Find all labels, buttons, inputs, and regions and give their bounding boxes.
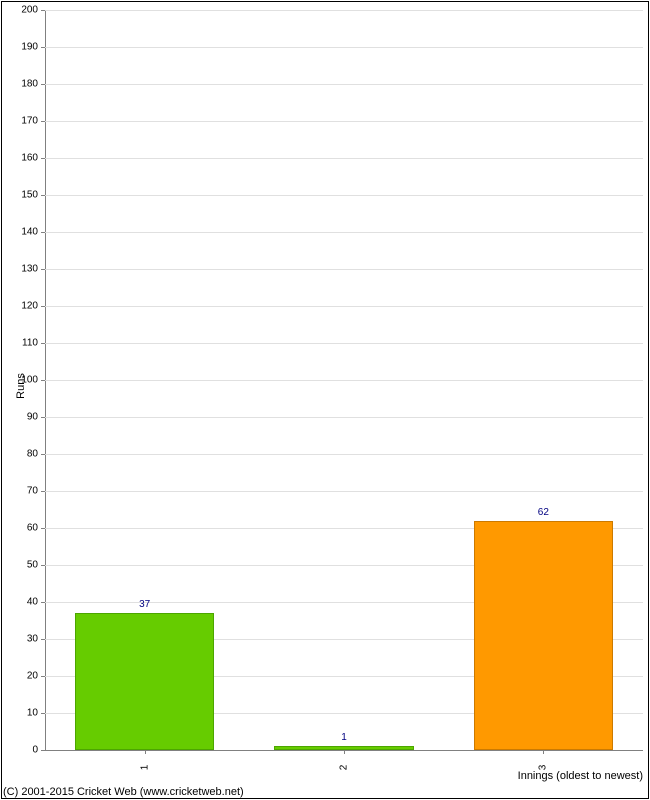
y-tick-mark — [41, 676, 45, 677]
x-tick-label: 2 — [339, 765, 350, 771]
bar-value-label: 62 — [538, 507, 549, 518]
y-tick-label: 130 — [0, 264, 38, 275]
y-tick-mark — [41, 158, 45, 159]
gridline — [45, 10, 643, 11]
y-tick-label: 60 — [0, 523, 38, 534]
bar — [474, 521, 614, 750]
gridline — [45, 84, 643, 85]
y-tick-label: 190 — [0, 42, 38, 53]
x-tick-label: 1 — [139, 765, 150, 771]
bar — [75, 613, 215, 750]
chart-container: 0102030405060708090100110120130140150160… — [0, 0, 650, 800]
y-tick-label: 120 — [0, 301, 38, 312]
y-tick-label: 200 — [0, 5, 38, 16]
y-tick-label: 170 — [0, 116, 38, 127]
y-tick-mark — [41, 121, 45, 122]
gridline — [45, 491, 643, 492]
bar-value-label: 1 — [341, 732, 347, 743]
y-tick-mark — [41, 306, 45, 307]
y-tick-mark — [41, 269, 45, 270]
y-tick-label: 180 — [0, 79, 38, 90]
bar-value-label: 37 — [139, 599, 150, 610]
x-axis-label: Innings (oldest to newest) — [518, 770, 643, 782]
gridline — [45, 454, 643, 455]
y-tick-mark — [41, 639, 45, 640]
y-tick-mark — [41, 232, 45, 233]
y-tick-mark — [41, 343, 45, 344]
y-tick-label: 20 — [0, 671, 38, 682]
gridline — [45, 47, 643, 48]
y-tick-label: 150 — [0, 190, 38, 201]
gridline — [45, 269, 643, 270]
gridline — [45, 380, 643, 381]
gridline — [45, 417, 643, 418]
y-tick-mark — [41, 713, 45, 714]
y-tick-label: 110 — [0, 338, 38, 349]
y-tick-mark — [41, 380, 45, 381]
y-tick-label: 0 — [0, 745, 38, 756]
y-tick-mark — [41, 565, 45, 566]
y-tick-mark — [41, 84, 45, 85]
y-tick-label: 140 — [0, 227, 38, 238]
y-tick-label: 80 — [0, 449, 38, 460]
y-tick-mark — [41, 454, 45, 455]
gridline — [45, 306, 643, 307]
y-tick-mark — [41, 47, 45, 48]
y-tick-mark — [41, 417, 45, 418]
gridline — [45, 158, 643, 159]
y-tick-label: 10 — [0, 708, 38, 719]
y-tick-mark — [41, 195, 45, 196]
x-tick-mark — [543, 750, 544, 754]
y-tick-label: 50 — [0, 560, 38, 571]
x-tick-mark — [344, 750, 345, 754]
y-tick-mark — [41, 528, 45, 529]
y-tick-label: 90 — [0, 412, 38, 423]
x-tick-mark — [145, 750, 146, 754]
gridline — [45, 121, 643, 122]
gridline — [45, 232, 643, 233]
y-tick-mark — [41, 602, 45, 603]
gridline — [45, 195, 643, 196]
y-tick-label: 30 — [0, 634, 38, 645]
y-axis-label: Runs — [15, 373, 27, 399]
gridline — [45, 343, 643, 344]
y-tick-label: 40 — [0, 597, 38, 608]
y-tick-mark — [41, 10, 45, 11]
y-tick-mark — [41, 750, 45, 751]
footer-copyright: (C) 2001-2015 Cricket Web (www.cricketwe… — [3, 786, 244, 798]
y-tick-mark — [41, 491, 45, 492]
y-tick-label: 70 — [0, 486, 38, 497]
y-tick-label: 160 — [0, 153, 38, 164]
